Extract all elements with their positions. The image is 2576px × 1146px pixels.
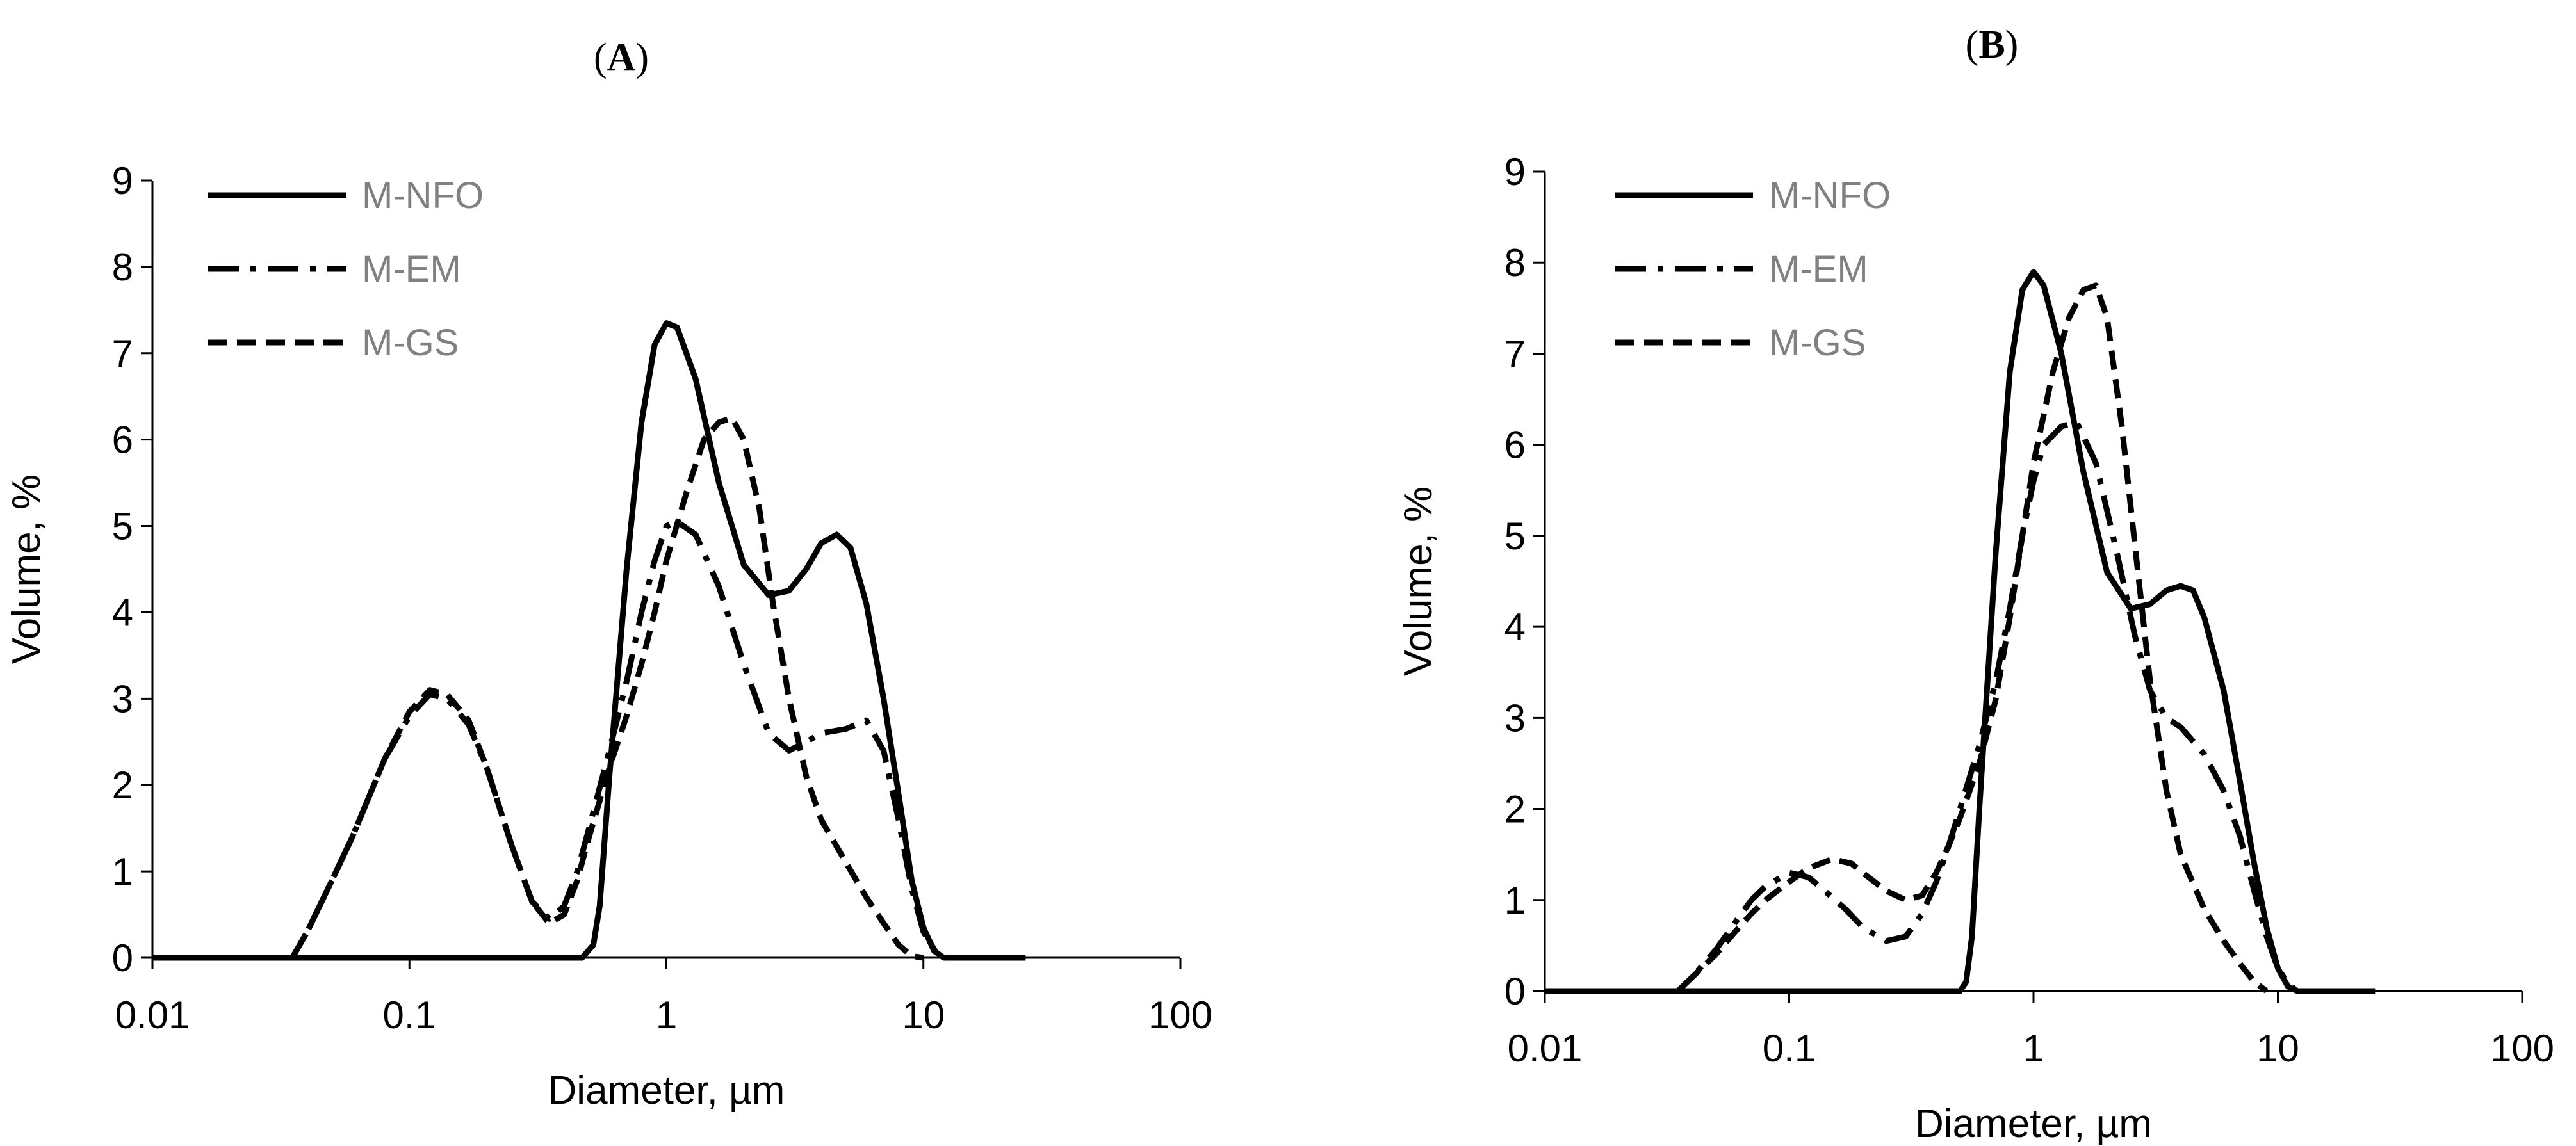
legend-label-m-gs-b: M-GS [1769,322,1866,364]
y-tick-label-b: 5 [1504,515,1526,558]
x-tick-label-b: 0.1 [1763,1027,1816,1070]
x-tick-label-a: 100 [1148,994,1212,1037]
legend-label-m-em-b: M-EM [1769,248,1868,290]
x-tick-label-b: 1 [2023,1027,2044,1070]
chart-panel-b: (B) 0 1 2 3 4 5 6 7 8 9 0.01 0.1 1 10 100 Diameter, µm Vo… [1396,23,2554,1146]
legend-label-m-nfo-a: M-NFO [362,175,484,216]
y-axis-title-a: Volume, % [4,474,49,664]
y-tick-label-b: 1 [1504,879,1526,922]
x-tick-label-b: 10 [2256,1027,2299,1070]
series-line-m-gs-a [152,415,924,961]
y-tick-label-a: 2 [112,764,133,807]
y-axis-title-b: Volume, % [1396,487,1440,676]
y-tick-label-b: 0 [1504,970,1526,1013]
series-line-m-nfo-a [152,320,1026,961]
x-tick-label-a: 1 [656,994,677,1037]
y-tick-label-a: 4 [112,591,133,634]
y-tick-label-a: 6 [112,419,133,462]
legend-label-m-em-a: M-EM [362,248,461,290]
series-line-m-em-a [152,519,946,961]
y-tick-label-a: 0 [112,937,133,980]
y-tick-label-b: 8 [1504,241,1526,284]
y-tick-label-a: 7 [112,332,133,375]
series-line-m-gs-b [1545,282,2269,994]
y-tick-label-a: 9 [112,159,133,202]
x-tick-label-a: 0.1 [383,994,436,1037]
y-tick-label-b: 2 [1504,788,1526,831]
y-tick-label-a: 8 [112,246,133,289]
series-line-m-nfo-b [1545,268,2376,994]
legend-label-m-gs-a: M-GS [362,322,459,364]
y-tick-label-b: 9 [1504,150,1526,193]
x-axis-title-b: Diameter, µm [1915,1102,2152,1146]
y-tick-label-b: 7 [1504,332,1526,375]
x-tick-label-b: 100 [2490,1027,2554,1070]
legend-label-m-nfo-b: M-NFO [1769,175,1891,216]
y-tick-label-b: 6 [1504,424,1526,467]
panel-title-a: (A) [594,36,649,79]
x-tick-label-a: 0.01 [115,994,190,1037]
y-tick-label-a: 3 [112,677,133,720]
series-line-m-em-b [1545,419,2299,994]
x-axis-title-a: Diameter, µm [548,1069,785,1113]
y-tick-label-a: 5 [112,505,133,548]
panel-title-b: (B) [1966,23,2019,67]
x-tick-label-b: 0.01 [1508,1027,1583,1070]
x-tick-label-a: 10 [902,994,945,1037]
chart-panel-a: (A) 0 1 2 3 4 5 6 7 8 9 0.01 0.1 1 10 100 Diameter, µm Vo… [4,36,1212,1113]
y-tick-label-a: 1 [112,850,133,893]
y-tick-label-b: 3 [1504,697,1526,739]
y-tick-label-b: 4 [1504,606,1526,649]
